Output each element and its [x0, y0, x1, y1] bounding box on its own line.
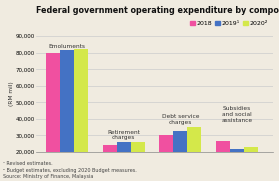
- Bar: [159, 136, 173, 152]
- Bar: [230, 149, 244, 152]
- Y-axis label: (RM mil): (RM mil): [9, 82, 14, 106]
- Text: Debt service
charges: Debt service charges: [162, 114, 199, 125]
- Bar: [131, 142, 145, 152]
- Text: Emoluments: Emoluments: [49, 44, 86, 49]
- Text: ¹ Revised estimates.
² Budget estimates, excluding 2020 Budget measures.
Source:: ¹ Revised estimates. ² Budget estimates,…: [3, 161, 136, 179]
- Bar: [60, 50, 74, 152]
- Bar: [187, 127, 201, 152]
- Text: Retirement
charges: Retirement charges: [107, 130, 140, 140]
- Bar: [103, 145, 117, 152]
- Bar: [173, 131, 187, 152]
- Bar: [46, 53, 60, 152]
- Bar: [74, 49, 88, 152]
- Bar: [216, 141, 230, 152]
- Text: Federal government operating expenditure by component 2018-2020: Federal government operating expenditure…: [36, 6, 279, 15]
- Bar: [117, 142, 131, 152]
- Text: Subsidies
and social
assistance: Subsidies and social assistance: [221, 106, 252, 123]
- Bar: [244, 147, 258, 152]
- Legend: 2018, 2019¹, 2020²: 2018, 2019¹, 2020²: [187, 18, 270, 29]
